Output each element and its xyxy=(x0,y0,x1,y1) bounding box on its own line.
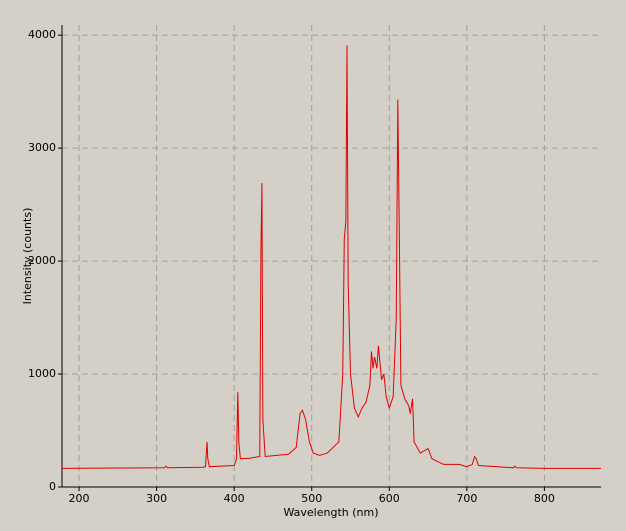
x-tick-label: 200 xyxy=(69,492,90,505)
y-tick-label: 4000 xyxy=(28,28,56,41)
x-tick-label: 800 xyxy=(534,492,555,505)
x-tick-label: 600 xyxy=(379,492,400,505)
y-tick-label: 2000 xyxy=(28,254,56,267)
x-tick-label: 300 xyxy=(146,492,167,505)
y-tick-label: 1000 xyxy=(28,367,56,380)
x-tick-label: 500 xyxy=(301,492,322,505)
x-tick-label: 400 xyxy=(224,492,245,505)
y-tick-label: 0 xyxy=(49,480,56,493)
y-axis-label: Intensity (counts) xyxy=(21,208,34,305)
spectrum-line xyxy=(61,45,601,469)
x-tick-label: 700 xyxy=(456,492,477,505)
y-tick-label: 3000 xyxy=(28,141,56,154)
x-axis-label: Wavelength (nm) xyxy=(283,506,378,519)
